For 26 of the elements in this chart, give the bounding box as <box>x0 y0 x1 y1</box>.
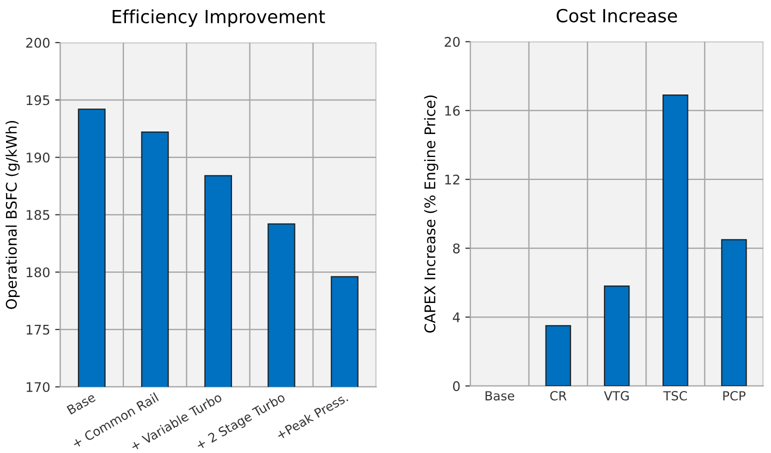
y-tick-label: 175 <box>26 324 50 335</box>
bar <box>545 325 572 386</box>
y-tick-label: 190 <box>26 152 50 163</box>
y-tick-label: 8 <box>453 243 460 254</box>
bar <box>721 239 747 386</box>
y-tick-label: 185 <box>26 210 50 220</box>
y-tick-label: 16 <box>445 106 460 116</box>
bar <box>662 94 688 386</box>
bar <box>604 286 630 386</box>
y-tick-label: 0 <box>453 381 460 392</box>
y-axis-title: Operational BSFC (g/kWh) <box>6 120 20 309</box>
y-axis-title: CAPEX Increase (% Engine Price) <box>424 95 438 333</box>
y-tick-label: 20 <box>444 36 460 47</box>
y-tick-label: 180 <box>26 267 50 278</box>
y-tick-label: 12 <box>445 174 460 184</box>
y-tick-label: 200 <box>26 38 50 48</box>
x-tick-label: VTG <box>604 391 629 400</box>
x-tick-label: TSC <box>663 391 687 400</box>
x-tick-label: Base <box>486 391 514 400</box>
chart-title: Cost Increase <box>556 8 677 22</box>
x-tick-label: CR <box>550 391 567 400</box>
chart-title: Efficiency Improvement <box>112 9 325 27</box>
x-tick-label: PCP <box>723 391 746 400</box>
y-tick-label: 4 <box>452 312 460 322</box>
y-tick-label: 170 <box>26 382 50 392</box>
y-tick-label: 195 <box>26 95 50 106</box>
